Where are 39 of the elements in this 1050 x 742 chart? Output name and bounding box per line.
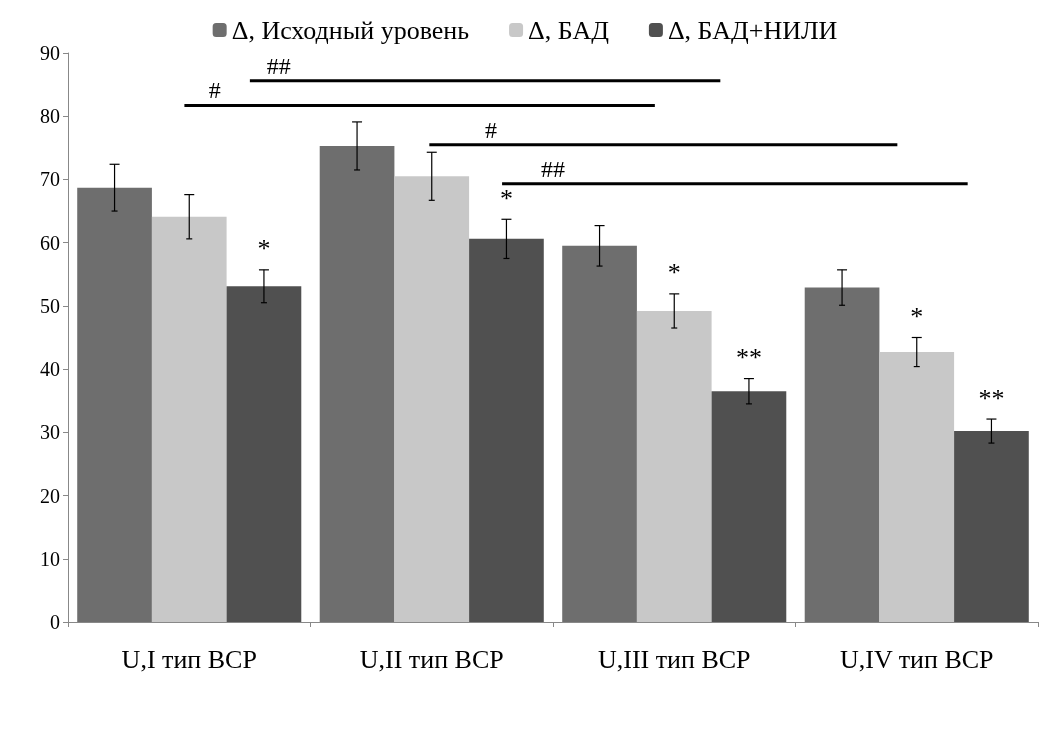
bar <box>394 176 470 622</box>
annotation: # <box>208 77 221 104</box>
y-tick-label: 10 <box>40 547 60 570</box>
bar <box>226 286 302 622</box>
x-tick-label: U,IV тип ВСР <box>839 644 994 674</box>
y-tick-label: 50 <box>40 294 60 317</box>
bar <box>77 187 152 622</box>
bar <box>469 238 544 622</box>
bar <box>319 145 395 622</box>
y-tick-label: 30 <box>40 421 60 444</box>
legend-label: Δ, БАД <box>528 15 610 45</box>
annotation: ## <box>540 155 565 182</box>
bar <box>804 287 880 622</box>
x-tick-label: U,I тип ВСР <box>121 644 257 674</box>
y-tick-label: 90 <box>40 42 60 64</box>
annotation: ## <box>266 52 291 79</box>
y-tick-label: 40 <box>40 358 60 381</box>
legend-label: Δ, БАД+НИЛИ <box>667 15 838 45</box>
data-label: ** <box>735 343 762 373</box>
y-tick-label: 0 <box>50 611 60 633</box>
x-tick-label: U,II тип ВСР <box>359 644 504 674</box>
legend-label: Δ, Исходный уровень <box>231 15 470 45</box>
bar <box>879 352 955 622</box>
data-label: * <box>499 183 513 213</box>
bar <box>954 431 1029 622</box>
annotation: # <box>485 116 498 143</box>
bar <box>711 391 787 622</box>
bar <box>636 310 712 622</box>
data-label: * <box>667 258 681 288</box>
data-label: * <box>910 302 924 331</box>
bar <box>151 216 227 622</box>
y-tick-label: 60 <box>40 231 60 254</box>
y-tick-label: 70 <box>40 168 60 191</box>
data-label: * <box>257 234 271 264</box>
y-tick-label: 20 <box>40 484 60 507</box>
data-label: ** <box>978 383 1005 413</box>
x-tick-label: U,III тип ВСР <box>597 644 751 674</box>
y-tick-label: 80 <box>40 105 60 128</box>
bar <box>562 245 637 622</box>
